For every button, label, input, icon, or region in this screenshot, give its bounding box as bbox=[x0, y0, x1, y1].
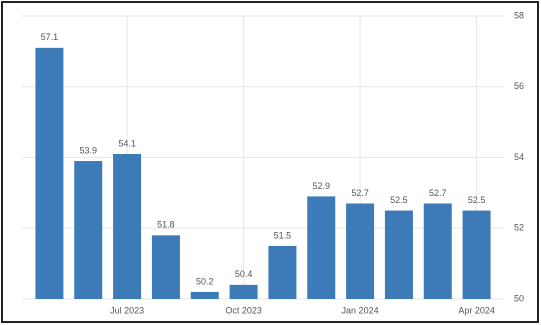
x-tick-label: Jan 2024 bbox=[342, 305, 379, 315]
y-tick-label: 56 bbox=[514, 81, 524, 91]
bar bbox=[384, 210, 413, 299]
value-label: 53.9 bbox=[79, 145, 97, 155]
bar bbox=[151, 235, 180, 299]
x-tick-label: Oct 2023 bbox=[225, 305, 262, 315]
bar bbox=[346, 203, 375, 299]
x-tick-label: Jul 2023 bbox=[110, 305, 144, 315]
value-label: 54.1 bbox=[118, 138, 136, 148]
y-tick-label: 50 bbox=[514, 293, 524, 303]
y-tick-label: 54 bbox=[514, 152, 524, 162]
value-label: 57.1 bbox=[41, 32, 59, 42]
y-tick-label: 58 bbox=[514, 10, 524, 20]
bar bbox=[229, 284, 258, 299]
y-tick-label: 52 bbox=[514, 223, 524, 233]
bar bbox=[268, 245, 297, 299]
bar bbox=[74, 161, 103, 299]
bar bbox=[113, 153, 142, 299]
bar bbox=[190, 291, 219, 299]
value-label: 52.5 bbox=[390, 195, 408, 205]
value-label: 50.4 bbox=[235, 269, 253, 279]
x-tick-label: Apr 2024 bbox=[458, 305, 495, 315]
value-label: 52.7 bbox=[429, 188, 447, 198]
bar bbox=[423, 203, 452, 299]
bar bbox=[462, 210, 491, 299]
value-label: 51.5 bbox=[274, 230, 292, 240]
value-label: 51.8 bbox=[157, 220, 175, 230]
value-label: 52.9 bbox=[312, 181, 330, 191]
bar bbox=[307, 196, 336, 299]
value-label: 52.7 bbox=[351, 188, 369, 198]
bar bbox=[35, 47, 64, 300]
value-label: 52.5 bbox=[468, 195, 486, 205]
value-label: 50.2 bbox=[196, 276, 214, 286]
